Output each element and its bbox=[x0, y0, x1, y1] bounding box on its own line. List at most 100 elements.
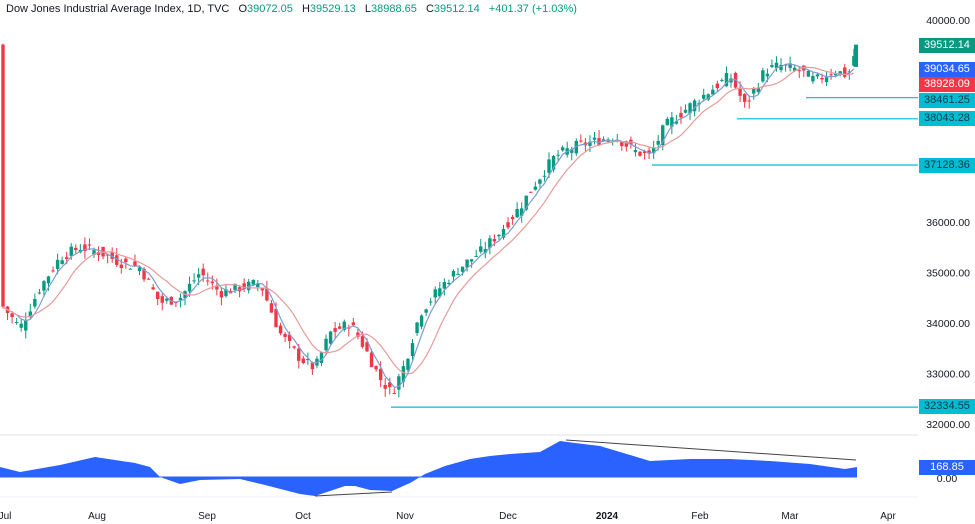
candle-body bbox=[419, 315, 424, 327]
candle-body bbox=[378, 368, 383, 381]
candle-body bbox=[10, 313, 14, 318]
candle-body bbox=[469, 259, 474, 262]
candle-body bbox=[319, 352, 324, 363]
candle-body bbox=[670, 117, 674, 127]
candle-body bbox=[187, 283, 192, 292]
candle-body bbox=[624, 141, 629, 147]
ma-fast-line bbox=[2, 63, 855, 389]
ma-slow-line bbox=[2, 66, 855, 375]
candle-body bbox=[556, 154, 560, 156]
candle-body bbox=[260, 288, 265, 291]
candle-body bbox=[196, 274, 201, 278]
oscillator-zero-label: 0.00 bbox=[937, 473, 958, 485]
candle-body bbox=[574, 140, 578, 154]
candle-body bbox=[474, 255, 478, 257]
price-tick: 34000.00 bbox=[926, 318, 970, 330]
candle-body bbox=[338, 326, 342, 329]
candle-body bbox=[306, 358, 310, 360]
candle-body bbox=[497, 234, 501, 237]
last-candle bbox=[854, 44, 858, 67]
price-tick: 36000.00 bbox=[926, 217, 970, 229]
divergence-line[interactable] bbox=[565, 439, 857, 461]
candle-body bbox=[838, 71, 842, 75]
price-tag-last-price: 39512.14 bbox=[919, 38, 975, 53]
candle-body bbox=[192, 280, 196, 282]
time-tick: Aug bbox=[88, 511, 106, 522]
candle-body bbox=[351, 322, 356, 326]
candle-body bbox=[233, 283, 237, 290]
chart-legend: Dow Jones Industrial Average Index, 1D, … bbox=[6, 3, 583, 15]
candle-body bbox=[433, 289, 437, 298]
time-tick: Jul bbox=[0, 511, 11, 522]
candle-body bbox=[1, 44, 5, 307]
candle-body bbox=[278, 325, 283, 334]
price-tick: 40000.00 bbox=[926, 15, 970, 27]
candle-body bbox=[151, 287, 155, 290]
candle-body bbox=[24, 320, 28, 331]
candle-body bbox=[797, 70, 801, 72]
candle-body bbox=[570, 149, 574, 153]
candle-body bbox=[342, 321, 346, 330]
candle-body bbox=[178, 297, 183, 301]
price-tick: 33000.00 bbox=[926, 369, 970, 381]
candle-body bbox=[488, 238, 492, 248]
candle-body bbox=[365, 342, 369, 352]
candle-body bbox=[51, 270, 55, 272]
candle-body bbox=[551, 156, 556, 170]
candle-body bbox=[115, 255, 119, 265]
candle-body bbox=[774, 62, 779, 69]
time-tick: Oct bbox=[295, 511, 311, 522]
candle-body bbox=[92, 250, 96, 255]
ohlc-close: C39512.14 bbox=[425, 3, 480, 15]
candle-body bbox=[806, 70, 811, 77]
candle-body bbox=[105, 254, 110, 256]
candle-body bbox=[683, 109, 688, 113]
candle-body bbox=[46, 276, 51, 284]
candle-body bbox=[542, 175, 547, 177]
price-tick: 32000.00 bbox=[926, 419, 970, 431]
candle-body bbox=[128, 268, 133, 270]
candle-body bbox=[788, 63, 792, 68]
candle-body bbox=[538, 179, 542, 184]
candle-body bbox=[301, 358, 305, 364]
candle-body bbox=[529, 191, 533, 193]
candle-body bbox=[201, 268, 205, 276]
candle-body bbox=[165, 298, 169, 301]
candle-body bbox=[37, 292, 42, 294]
candle-body bbox=[374, 366, 378, 370]
time-tick: Apr bbox=[880, 511, 896, 522]
candle-body bbox=[638, 151, 642, 156]
candle-body bbox=[847, 71, 851, 73]
candle-body bbox=[588, 141, 592, 146]
time-tick: Feb bbox=[691, 511, 709, 522]
time-tick: Mar bbox=[781, 511, 799, 522]
candle-body bbox=[479, 246, 483, 252]
candle-body bbox=[83, 244, 87, 252]
candle-body bbox=[324, 338, 328, 351]
divergence-line[interactable] bbox=[314, 491, 393, 497]
candle-body bbox=[460, 266, 465, 272]
candle-body bbox=[55, 259, 60, 269]
candle-body bbox=[647, 150, 651, 154]
candle-body bbox=[770, 65, 774, 68]
candle-body bbox=[702, 94, 706, 99]
candle-body bbox=[360, 336, 365, 347]
candle-body bbox=[265, 288, 269, 301]
price-tag-level: 38461.25 bbox=[919, 93, 975, 108]
candle-body bbox=[251, 279, 255, 285]
candle-body bbox=[533, 186, 538, 190]
candle-body bbox=[633, 149, 638, 153]
candle-body bbox=[388, 382, 392, 387]
candle-body bbox=[756, 87, 760, 93]
candle-body bbox=[137, 267, 142, 272]
candle-body bbox=[392, 393, 396, 395]
time-tick: Nov bbox=[396, 511, 414, 522]
candle-body bbox=[133, 261, 137, 266]
time-tick: Sep bbox=[198, 511, 216, 522]
candle-body bbox=[283, 333, 287, 337]
candle-body bbox=[560, 147, 565, 151]
candle-body bbox=[815, 74, 820, 77]
candle-body bbox=[492, 239, 497, 242]
candle-body bbox=[383, 384, 387, 389]
